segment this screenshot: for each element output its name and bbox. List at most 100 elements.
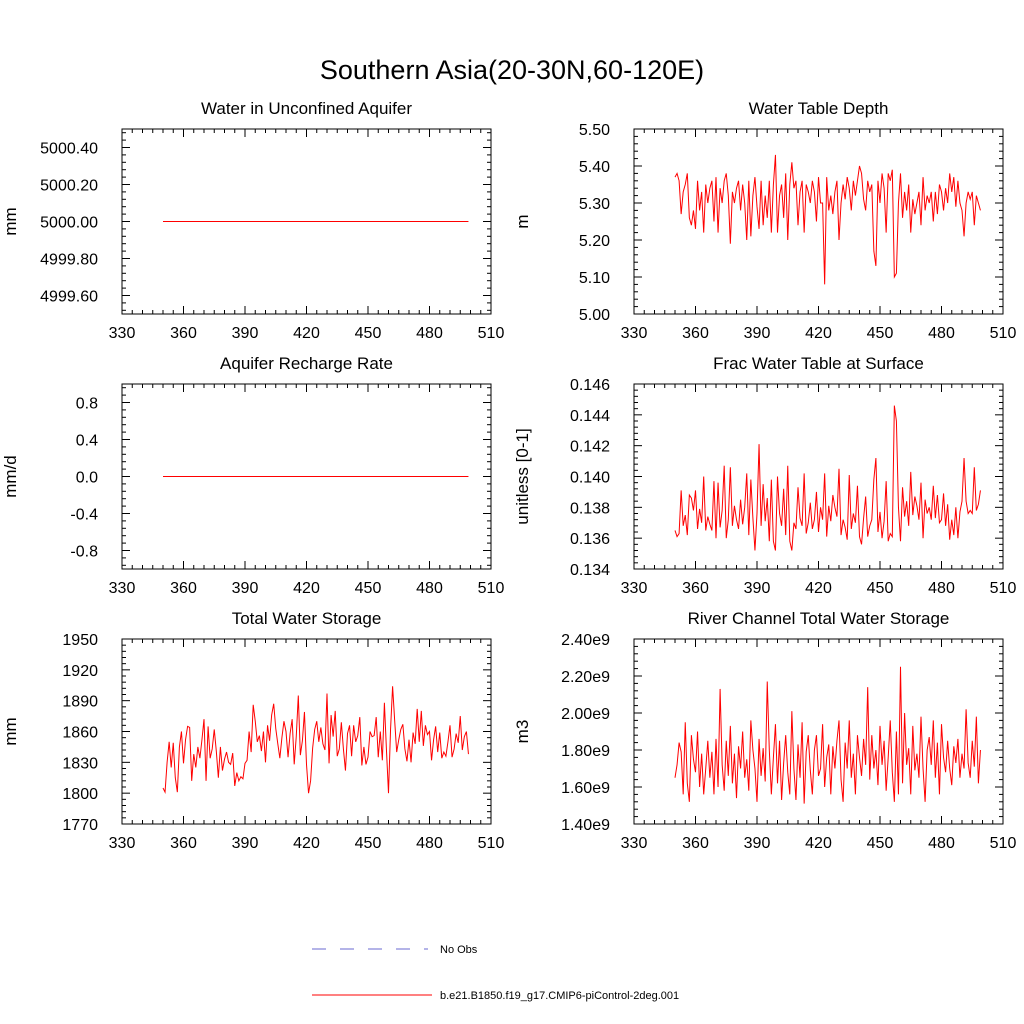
x-tick-label: 450 [355, 835, 382, 852]
panel-aquifer-recharge-rate: Aquifer Recharge Rate 330 360 390 420 450 480 5… [1, 354, 504, 597]
y-tick-label: 0.144 [570, 408, 610, 425]
y-axis-label-water-in-unconfined-aquifer: mm [1, 207, 20, 235]
y-tick-label: 0.134 [570, 562, 610, 579]
panel-frac-water-table-at-surface: Frac Water Table at Surface 330 360 390 420 4… [513, 354, 1016, 597]
x-tick-label: 480 [928, 325, 955, 342]
x-tick-label: 360 [170, 325, 197, 342]
y-tick-label: 0.0 [76, 470, 98, 487]
y-tick-label: 5.00 [579, 307, 610, 324]
x-tick-label: 390 [744, 325, 771, 342]
y-tick-label: 4999.80 [40, 252, 98, 269]
y-tick-label: 4999.60 [40, 289, 98, 306]
figure-title: Southern Asia(20-30N,60-120E) [320, 55, 704, 85]
plot-frame [633, 128, 1004, 315]
y-tick-label: 5000.20 [40, 178, 98, 195]
y-axis-label-aquifer-recharge-rate: mm/d [1, 455, 20, 498]
series-line-total-water-storage [162, 686, 469, 795]
y-tick-label: 5000.00 [40, 215, 98, 232]
x-tick-label: 360 [170, 580, 197, 597]
x-tick-label: 330 [109, 580, 136, 597]
x-tick-label: 420 [805, 835, 832, 852]
plot-frame [633, 383, 1004, 570]
y-tick-label: 0.140 [570, 470, 610, 487]
series-line-river-channel-total-water-storage [674, 666, 981, 804]
y-axis-label-water-table-depth: m [513, 214, 532, 228]
panel-title-water-table-depth: Water Table Depth [749, 99, 889, 118]
x-tick-label: 330 [621, 835, 648, 852]
y-tick-label: 1830 [62, 755, 98, 772]
y-axis-label-total-water-storage: mm [1, 717, 20, 745]
x-tick-label: 480 [416, 325, 443, 342]
y-tick-label: -0.8 [70, 544, 98, 561]
x-tick-label: 420 [805, 325, 832, 342]
x-tick-label: 510 [478, 325, 505, 342]
y-tick-label: 5.30 [579, 196, 610, 213]
legend: No Obs b.e21.B1850.f19_g17.CMIP6-piContr… [312, 944, 679, 1002]
y-tick-label: 0.138 [570, 500, 610, 517]
panel-title-frac-water-table-at-surface: Frac Water Table at Surface [713, 354, 924, 373]
x-tick-label: 450 [355, 580, 382, 597]
y-tick-label: 1890 [62, 694, 98, 711]
series-line-frac-water-table-at-surface [674, 405, 981, 551]
panels: Water in Unconfined Aquifer 330 360 390 420 4… [1, 99, 1016, 852]
x-tick-label: 480 [416, 835, 443, 852]
panel-title-river-channel-total-water-storage: River Channel Total Water Storage [688, 609, 950, 628]
series-line-water-table-depth [674, 154, 981, 285]
y-tick-label: 1800 [62, 786, 98, 803]
y-tick-label: 5.50 [579, 122, 610, 139]
y-tick-label: 5.40 [579, 159, 610, 176]
x-tick-label: 330 [621, 580, 648, 597]
y-tick-label: 1770 [62, 817, 98, 834]
y-axis-label-frac-water-table-at-surface: unitless [0-1] [513, 428, 532, 524]
x-tick-label: 480 [416, 580, 443, 597]
y-tick-label: 5.10 [579, 270, 610, 287]
y-tick-label: 0.8 [76, 396, 98, 413]
y-tick-label: 1.60e9 [561, 780, 610, 797]
y-tick-label: 1.80e9 [561, 743, 610, 760]
panel-water-table-depth: Water Table Depth 330 360 390 420 450 480 510 5.… [513, 99, 1016, 342]
x-tick-label: 480 [928, 580, 955, 597]
x-tick-label: 510 [478, 835, 505, 852]
panel-total-water-storage: Total Water Storage 330 360 390 420 450 480 510… [1, 609, 504, 852]
x-tick-label: 450 [355, 325, 382, 342]
x-tick-label: 450 [867, 325, 894, 342]
panel-title-water-in-unconfined-aquifer: Water in Unconfined Aquifer [201, 99, 412, 118]
y-axis-label-river-channel-total-water-storage: m3 [513, 720, 532, 744]
y-tick-label: 0.136 [570, 531, 610, 548]
x-tick-label: 390 [744, 580, 771, 597]
x-tick-label: 510 [990, 835, 1017, 852]
x-tick-label: 330 [109, 325, 136, 342]
panel-water-in-unconfined-aquifer: Water in Unconfined Aquifer 330 360 390 420 4… [1, 99, 504, 342]
x-tick-label: 420 [293, 580, 320, 597]
y-tick-label: 1.40e9 [561, 817, 610, 834]
x-tick-label: 450 [867, 580, 894, 597]
y-tick-label: 0.142 [570, 439, 610, 456]
y-tick-label: 0.146 [570, 377, 610, 394]
y-tick-label: 0.4 [76, 433, 98, 450]
x-tick-label: 390 [232, 325, 259, 342]
x-tick-label: 510 [990, 325, 1017, 342]
x-tick-label: 390 [232, 580, 259, 597]
y-tick-label: 5.20 [579, 233, 610, 250]
x-tick-label: 360 [682, 580, 709, 597]
y-tick-label: 1860 [62, 725, 98, 742]
legend-model-label: b.e21.B1850.f19_g17.CMIP6-piControl-2deg… [440, 990, 679, 1002]
x-tick-label: 360 [682, 325, 709, 342]
x-tick-label: 420 [805, 580, 832, 597]
x-tick-label: 330 [621, 325, 648, 342]
x-tick-label: 360 [170, 835, 197, 852]
x-tick-label: 390 [744, 835, 771, 852]
y-tick-label: 2.40e9 [561, 632, 610, 649]
x-tick-label: 360 [682, 835, 709, 852]
x-tick-label: 390 [232, 835, 259, 852]
x-tick-label: 510 [990, 580, 1017, 597]
y-tick-label: 5000.40 [40, 141, 98, 158]
x-tick-label: 330 [109, 835, 136, 852]
y-tick-label: 2.20e9 [561, 669, 610, 686]
x-tick-label: 420 [293, 835, 320, 852]
panel-title-total-water-storage: Total Water Storage [232, 609, 382, 628]
legend-obs-label: No Obs [440, 944, 478, 956]
x-tick-label: 480 [928, 835, 955, 852]
x-tick-label: 420 [293, 325, 320, 342]
